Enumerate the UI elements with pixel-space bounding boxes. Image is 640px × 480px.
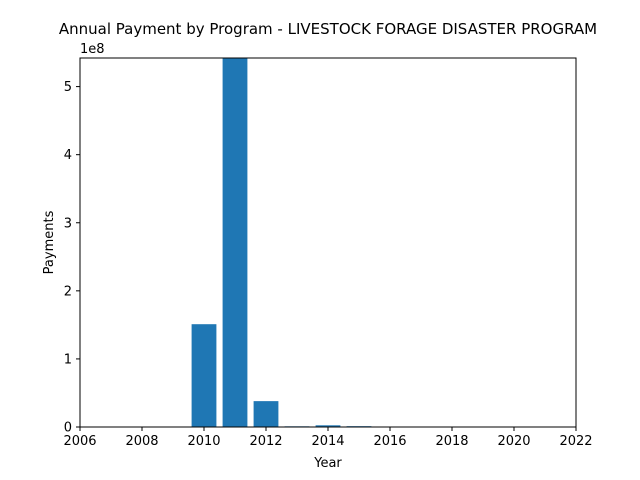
x-tick-label: 2020 — [497, 434, 530, 449]
y-tick-label: 4 — [64, 148, 72, 163]
x-tick-label: 2008 — [125, 434, 158, 449]
plot-area-frame — [79, 57, 577, 428]
x-tick-label: 2014 — [311, 434, 344, 449]
chart-title: Annual Payment by Program - LIVESTOCK FO… — [59, 20, 597, 38]
y-axis-ticks: 0 1 2 3 4 5 — [64, 80, 80, 436]
bars-layer — [191, 58, 372, 427]
bar-2014 — [315, 425, 341, 427]
bar-2011 — [222, 58, 248, 427]
y-axis-label: Payments — [42, 210, 57, 274]
y-tick-label: 1 — [64, 352, 72, 367]
x-tick-label: 2012 — [249, 434, 282, 449]
y-offset-label: 1e8 — [80, 42, 105, 57]
x-tick-label: 2022 — [559, 434, 592, 449]
x-tick-label: 2006 — [63, 434, 96, 449]
bar-2012 — [253, 401, 279, 427]
x-tick-label: 2010 — [187, 434, 220, 449]
y-tick-label: 2 — [64, 284, 72, 299]
y-tick-label: 0 — [64, 421, 72, 436]
y-tick-label: 5 — [64, 80, 72, 95]
x-tick-label: 2016 — [373, 434, 406, 449]
x-axis-ticks: 2006 2008 2010 2012 2014 2016 2018 2020 2022 — [63, 427, 593, 449]
bar-2010 — [191, 324, 217, 427]
y-tick-label: 3 — [64, 216, 72, 231]
x-axis-label: Year — [313, 456, 342, 471]
x-tick-label: 2018 — [435, 434, 468, 449]
